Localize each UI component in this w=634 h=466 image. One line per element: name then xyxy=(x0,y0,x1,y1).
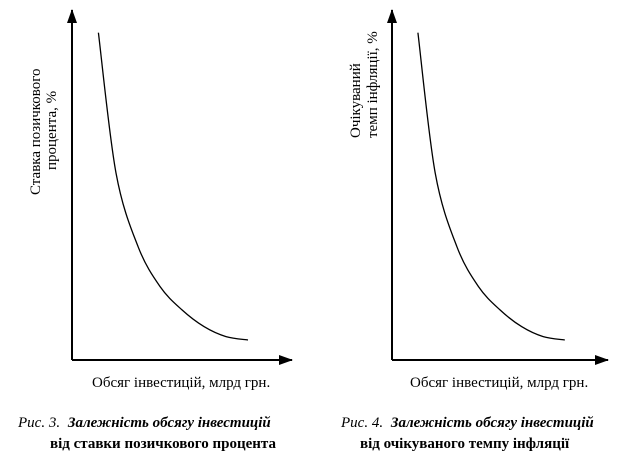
chart-1: Ставка позичкового процента, % Обсяг інв… xyxy=(17,9,293,452)
chart-2-caption-line2: від очікуваного темпу інфляції xyxy=(360,436,570,452)
chart-1-caption-number: Рис. 3. xyxy=(17,415,60,431)
chart-2-caption-number: Рис. 4. xyxy=(340,415,383,431)
chart-2-caption-line1: Рис. 4. Залежність обсягу інвестицій xyxy=(340,415,594,431)
chart-1-caption-line2: від ставки позичкового процента xyxy=(50,436,276,452)
chart-2-ylabel-line1: Очікуваний xyxy=(348,63,364,138)
chart-1-caption-line1: Рис. 3. Залежність обсягу інвестицій xyxy=(17,415,271,431)
chart-2: Очікуваний темп інфляції, % Обсяг інвест… xyxy=(340,9,609,452)
chart-2-caption-title: Залежність обсягу інвестицій xyxy=(390,415,594,431)
chart-1-caption-title: Залежність обсягу інвестицій xyxy=(67,415,271,431)
chart-2-ylabel-line2: темп інфляції, % xyxy=(365,31,381,138)
chart-2-curve xyxy=(417,32,565,341)
chart-1-ylabel-line2: процента, % xyxy=(44,91,60,170)
chart-2-xlabel: Обсяг інвестицій, млрд грн. xyxy=(410,375,588,391)
chart-1-curve xyxy=(97,32,249,341)
chart-1-xlabel: Обсяг інвестицій, млрд грн. xyxy=(92,375,270,391)
chart-1-ylabel-line1: Ставка позичкового xyxy=(28,68,44,195)
